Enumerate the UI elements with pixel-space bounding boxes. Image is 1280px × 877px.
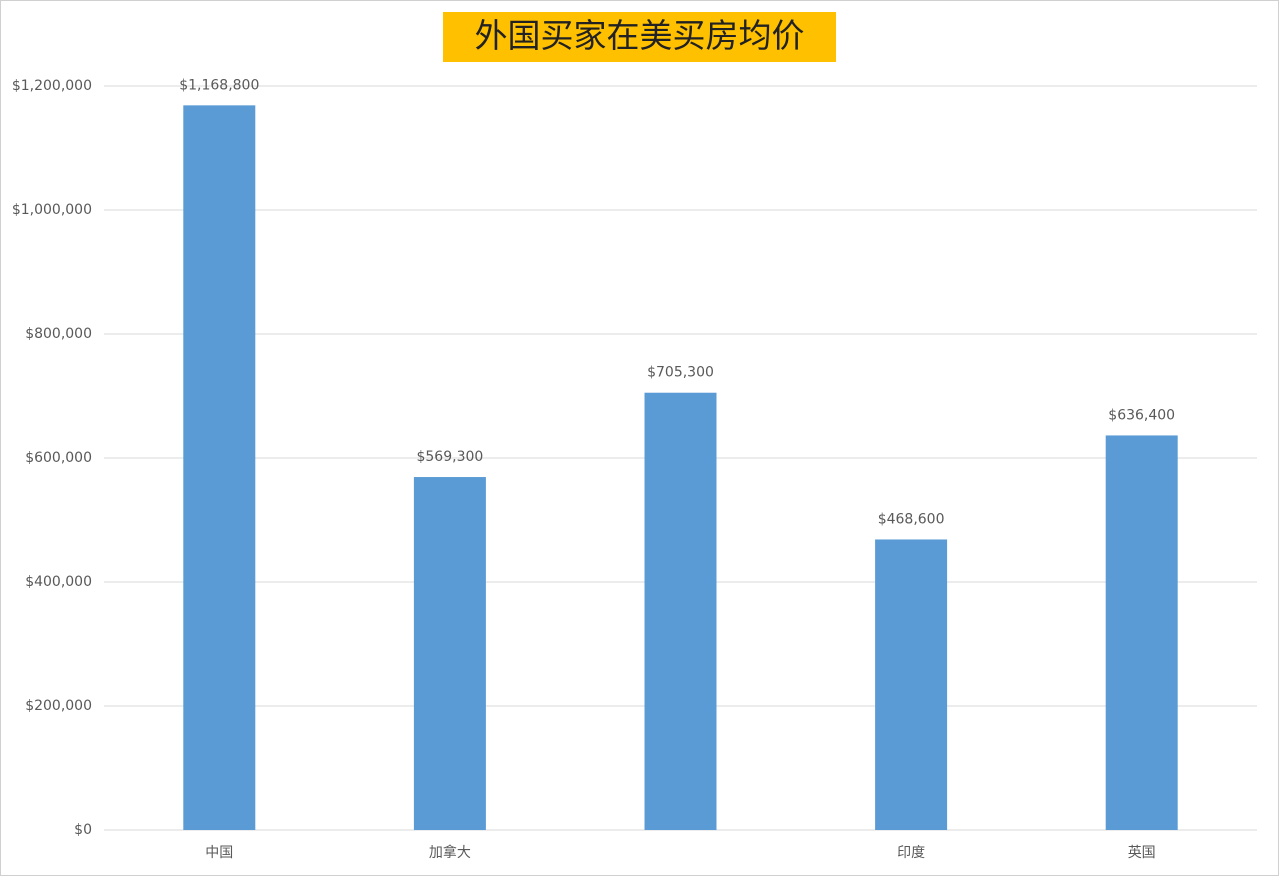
y-tick-label: $1,000,000 (12, 202, 92, 218)
bar (183, 105, 256, 831)
y-tick-label: $200,000 (25, 698, 92, 714)
bar (644, 392, 717, 830)
data-label: $705,300 (647, 365, 714, 381)
y-tick-label: $0 (74, 822, 92, 838)
bar (875, 539, 948, 830)
x-tick-label: 中国 (205, 845, 233, 861)
title-background (443, 12, 836, 62)
x-tick-label: 印度 (897, 845, 925, 861)
x-tick-label: 加拿大 (429, 844, 471, 861)
y-tick-label: $800,000 (25, 326, 92, 342)
y-tick-label: $400,000 (25, 574, 92, 590)
bar (1105, 435, 1178, 830)
data-label: $636,400 (1108, 407, 1175, 423)
data-label: $468,600 (878, 511, 945, 527)
chart-title: 外国买家在美买房均价 (475, 16, 805, 55)
y-tick-label: $600,000 (25, 450, 92, 466)
bar (413, 477, 486, 830)
data-label: $569,300 (416, 449, 483, 465)
x-tick-label: 英国 (1128, 844, 1156, 861)
data-label: $1,168,800 (179, 77, 259, 93)
y-tick-label: $1,200,000 (12, 78, 92, 94)
